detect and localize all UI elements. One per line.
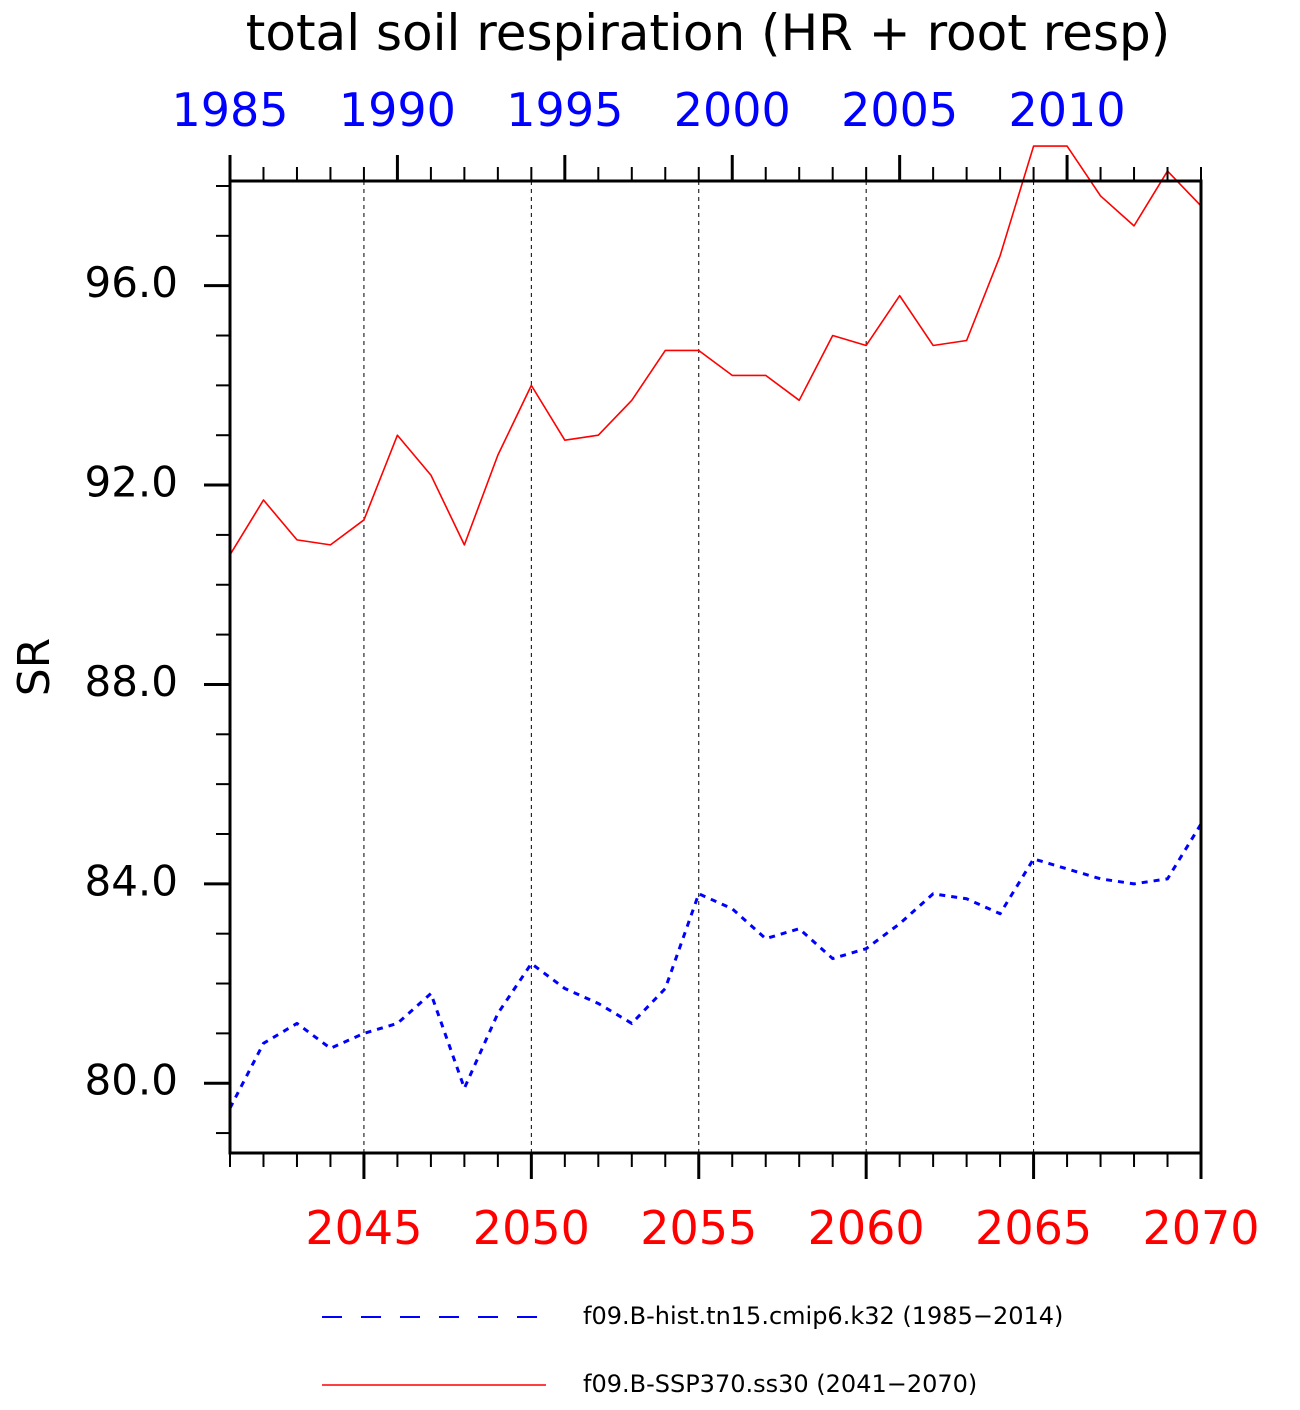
x-top-tick-label: 1990 — [339, 83, 456, 137]
x-top-tick-label: 2000 — [674, 83, 791, 137]
series-lines — [228, 145, 1203, 1109]
legend: f09.B-hist.tn15.cmip6.k32 (1985−2014) f09… — [322, 1302, 1063, 1398]
x-top-tick-label: 2010 — [1009, 83, 1126, 137]
y-tick-label: 84.0 — [84, 856, 178, 905]
ssp370-series-line — [229, 145, 1202, 556]
grid-lines — [363, 181, 1035, 1153]
y-tick-label: 96.0 — [84, 258, 178, 307]
x-top-tick-label: 1985 — [171, 83, 288, 137]
y-axis-label: SR — [9, 638, 60, 697]
x-top-tick-label: 1995 — [506, 83, 623, 137]
chart-title: total soil respiration (HR + root resp) — [246, 4, 1171, 62]
y-tick-label: 92.0 — [84, 458, 178, 507]
y-tick-label: 88.0 — [84, 657, 178, 706]
legend-label: f09.B-hist.tn15.cmip6.k32 (1985−2014) — [583, 1302, 1063, 1330]
x-top-tick-label: 2005 — [841, 83, 958, 137]
plot-frame — [228, 179, 1203, 1155]
y-tick-label: 80.0 — [84, 1056, 178, 1105]
legend-label: f09.B-SSP370.ss30 (2041−2070) — [583, 1370, 977, 1398]
x-bottom-tick-label: 2065 — [975, 1201, 1092, 1255]
x-bottom-tick-label: 2050 — [473, 1201, 590, 1255]
x-bottom-tick-label: 2060 — [808, 1201, 925, 1255]
x-bottom-tick-label: 2045 — [305, 1201, 422, 1255]
tick-labels: 2045 2050 2055 2060 2065 2070 1985 1990 1995 2000… — [84, 83, 1259, 1255]
x-bottom-tick-label: 2070 — [1142, 1201, 1259, 1255]
axis-ticks — [204, 155, 1203, 1179]
hist-series-line — [228, 823, 1203, 1109]
x-bottom-tick-label: 2055 — [640, 1201, 757, 1255]
